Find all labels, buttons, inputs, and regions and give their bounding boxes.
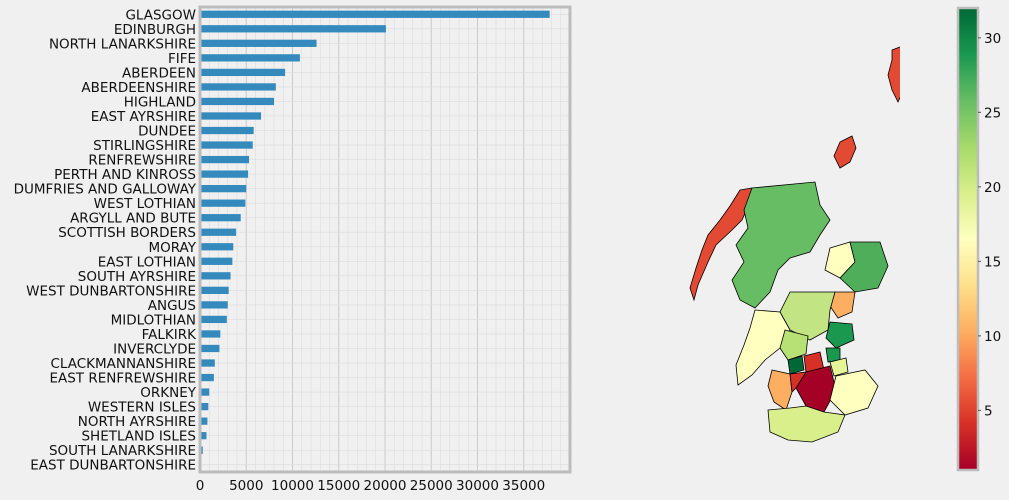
bar	[200, 54, 300, 62]
category-label: GLASGOW	[125, 7, 196, 23]
bar	[200, 214, 241, 222]
bar	[200, 388, 210, 396]
category-label: PERTH AND KINROSS	[54, 167, 196, 183]
x-tick-label: 10000	[271, 478, 314, 494]
category-label: HIGHLAND	[124, 94, 196, 110]
category-label: WESTERN ISLES	[88, 400, 196, 416]
bar	[200, 417, 208, 425]
bar	[200, 330, 221, 338]
colorbar: 5 10 15 20 25 30	[956, 6, 1001, 472]
map-region-highland	[731, 181, 831, 309]
map-region-glasgow	[787, 355, 805, 375]
colorbar-tick-label: 15	[984, 254, 1001, 270]
category-label: EAST RENFREWSHIRE	[49, 371, 196, 387]
bar	[200, 286, 229, 294]
bar	[200, 272, 231, 280]
map-region-argyll-and-bute	[735, 309, 791, 386]
category-label: SOUTH AYRSHIRE	[78, 269, 196, 285]
bar	[200, 373, 214, 382]
bar	[200, 112, 262, 120]
bar	[200, 39, 317, 47]
category-label: INVERCLYDE	[113, 341, 196, 357]
map-region-scottish-borders	[829, 369, 879, 416]
category-label: ARGYLL AND BUTE	[70, 211, 196, 227]
x-tick-label: 5000	[229, 478, 263, 494]
bar	[200, 315, 227, 324]
bar	[200, 359, 215, 367]
map-region-fife	[825, 321, 855, 349]
bar	[200, 228, 237, 236]
map-region-stirlingshire	[779, 329, 809, 361]
colorbar-gradient	[956, 6, 980, 472]
category-label: ABERDEENSHIRE	[81, 80, 196, 96]
bar	[200, 126, 254, 135]
bar	[200, 344, 220, 353]
category-label: SOUTH LANARKSHIRE	[49, 443, 196, 459]
category-label: WEST DUNBARTONSHIRE	[26, 283, 196, 299]
category-label: EAST LOTHIAN	[98, 254, 196, 270]
x-tick-label: 15000	[317, 478, 360, 494]
category-label: NORTH AYRSHIRE	[78, 414, 196, 430]
bar	[200, 155, 250, 164]
map-region-dumfries-and-galloway	[767, 405, 846, 443]
colorbar-tick-label: 5	[984, 403, 993, 419]
category-label: EAST AYRSHIRE	[91, 109, 196, 125]
category-label: STIRLINGSHIRE	[93, 138, 196, 154]
map-region-orkney	[833, 135, 857, 169]
category-label: DUNDEE	[138, 124, 196, 140]
category-label: EAST DUNBARTONSHIRE	[30, 458, 196, 474]
category-label: ORKNEY	[140, 385, 196, 401]
x-tick-label: 25000	[410, 478, 453, 494]
category-label: CLACKMANNANSHIRE	[50, 356, 196, 372]
category-label: NORTH LANARKSHIRE	[49, 36, 196, 52]
bar	[200, 25, 386, 33]
map-region-east-ayrshire	[789, 371, 807, 393]
scotland-choropleth-map	[689, 46, 900, 443]
bar	[200, 257, 233, 265]
map-region-aberdeenshire	[839, 241, 889, 293]
bar	[200, 68, 286, 77]
bar	[200, 83, 276, 91]
map-region-ayrshire	[767, 369, 793, 411]
x-tick-label: 20000	[364, 478, 407, 494]
category-label: FALKIRK	[142, 327, 197, 343]
category-label: RENFREWSHIRE	[88, 153, 196, 169]
bar	[200, 199, 246, 207]
bar	[200, 97, 274, 106]
map-region-midlothian	[829, 357, 849, 377]
category-label: ANGUS	[148, 298, 196, 314]
colorbar-tick-label: 10	[984, 329, 1001, 345]
category-label: WEST LOTHIAN	[94, 196, 196, 212]
category-label: SHETLAND ISLES	[81, 429, 196, 445]
bar	[200, 170, 249, 178]
category-label: MIDLOTHIAN	[111, 312, 196, 328]
category-label: MORAY	[148, 240, 196, 256]
bar	[200, 402, 209, 411]
bar	[200, 432, 207, 440]
x-tick-label: 0	[196, 478, 205, 494]
category-label: EDINBURGH	[114, 22, 196, 38]
bar	[200, 185, 247, 193]
bar	[200, 10, 550, 18]
plot-frame	[198, 5, 572, 474]
x-tick-label: 30000	[456, 478, 499, 494]
colorbar-tick-label: 25	[984, 105, 1001, 121]
category-label: FIFE	[168, 51, 196, 67]
category-label: DUMFRIES AND GALLOWAY	[14, 182, 197, 198]
bar	[200, 243, 234, 251]
x-tick-label: 35000	[502, 478, 545, 494]
bar	[200, 301, 228, 309]
category-label: ABERDEEN	[122, 65, 196, 81]
map-region-shetland-isles	[887, 46, 900, 103]
category-label: SCOTTISH BORDERS	[58, 225, 196, 241]
colorbar-tick-label: 30	[984, 31, 1001, 47]
bar	[200, 141, 253, 149]
colorbar-tick-label: 20	[984, 180, 1001, 196]
